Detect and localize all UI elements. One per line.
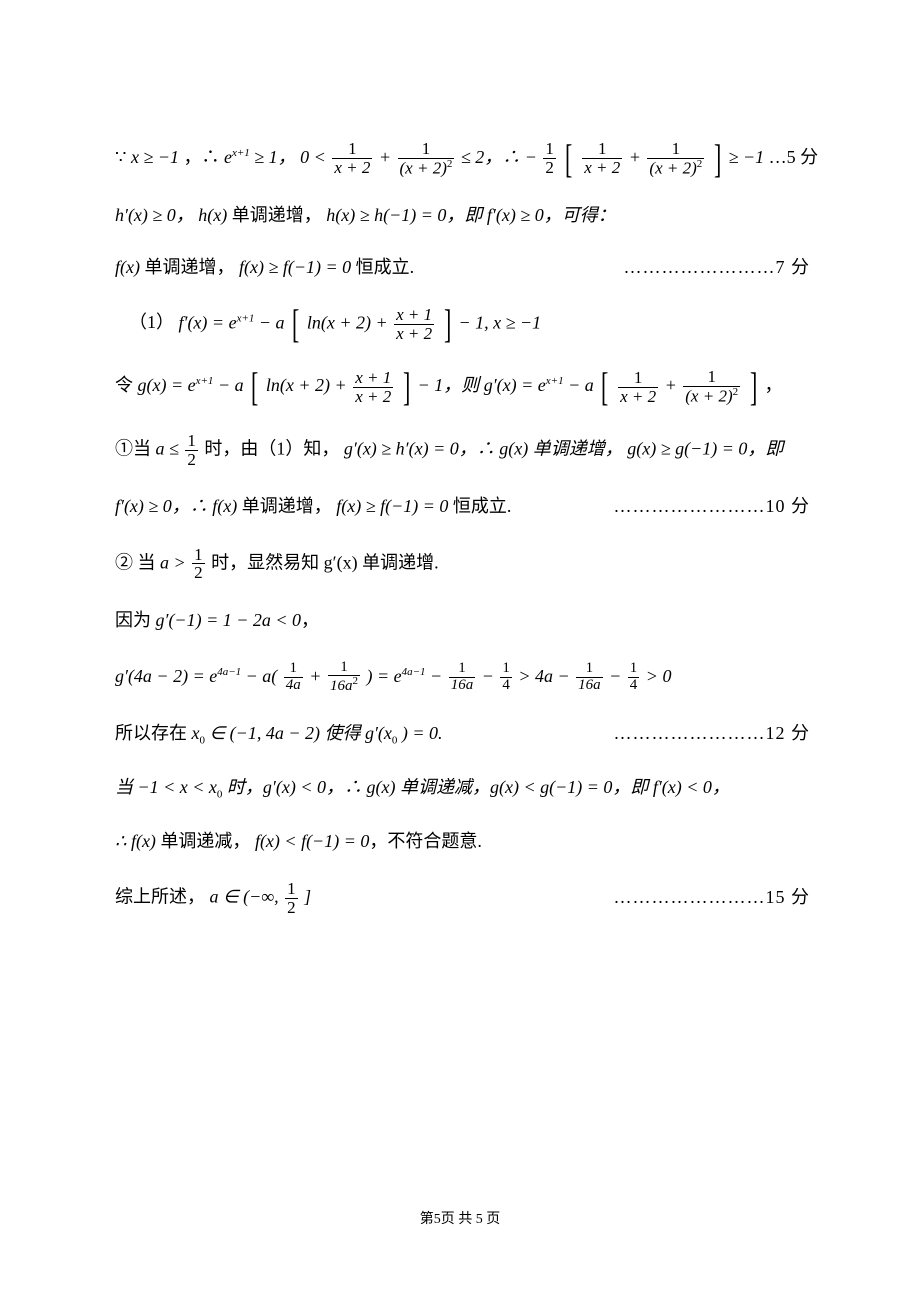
- because-symbol: ∵: [115, 147, 131, 167]
- math-line-11: 所以存在 x0 ∈ (−1, 4a − 2) 使得 g′(x0 ) = 0. ……: [115, 721, 810, 749]
- score-15: ……………………15 分: [614, 885, 811, 910]
- math-line-3: f(x) 单调递增， f(x) ≥ f(−1) = 0 恒成立. ……………………: [115, 255, 810, 280]
- x-ge-neg1: x ≥ −1: [131, 147, 179, 167]
- frac-half: 1 2: [543, 140, 556, 177]
- math-line-8: ② 当 a > 1 2 时，显然易知 g′(x) 单调递增.: [115, 546, 810, 583]
- math-line-1: ∵ x ≥ −1 ，∴ ex+1 ≥ 1， 0 < 1 x + 2 + 1 (x…: [115, 140, 810, 177]
- right-bracket: ]: [714, 141, 721, 177]
- score-5: …5 分: [769, 147, 819, 167]
- math-line-6: ①当 a ≤ 1 2 时，由（1）知， g′(x) ≥ h′(x) = 0，∴ …: [115, 432, 810, 469]
- page-footer: 第5页 共 5 页: [0, 1210, 920, 1230]
- left-bracket: [: [565, 141, 572, 177]
- math-line-4: （1） f′(x) = ex+1 − a [ ln(x + 2) + x + 1…: [115, 306, 810, 343]
- frac-1-over-xplus2: 1 x + 2: [332, 140, 372, 177]
- math-line-7: f′(x) ≥ 0，∴ f(x) 单调递增， f(x) ≥ f(−1) = 0 …: [115, 494, 810, 519]
- score-12: ……………………12 分: [614, 721, 811, 746]
- math-line-5: 令 g(x) = ex+1 − a [ ln(x + 2) + x + 1 x …: [115, 368, 810, 405]
- score-7: ……………………7 分: [624, 255, 811, 280]
- math-line-10: g′(4a − 2) = e4a−1 − a( 14a + 116a2 ) = …: [115, 660, 810, 696]
- math-line-12: 当 −1 < x < x0 时，g′(x) < 0，∴ g(x) 单调递减，g(…: [115, 775, 810, 803]
- math-line-13: ∴ f(x) 单调递减， f(x) < f(−1) = 0，不符合题意.: [115, 829, 810, 854]
- math-line-14: 综上所述， a ∈ (−∞, 1 2 ] ……………………15 分: [115, 880, 810, 917]
- math-line-2: h′(x) ≥ 0， h(x) 单调递增， h(x) ≥ h(−1) = 0，即…: [115, 203, 810, 228]
- frac-1-over-xplus2-sq: 1 (x + 2)2: [398, 140, 455, 177]
- score-10: ……………………10 分: [614, 494, 811, 519]
- math-line-9: 因为 g′(−1) = 1 − 2a < 0，: [115, 608, 810, 633]
